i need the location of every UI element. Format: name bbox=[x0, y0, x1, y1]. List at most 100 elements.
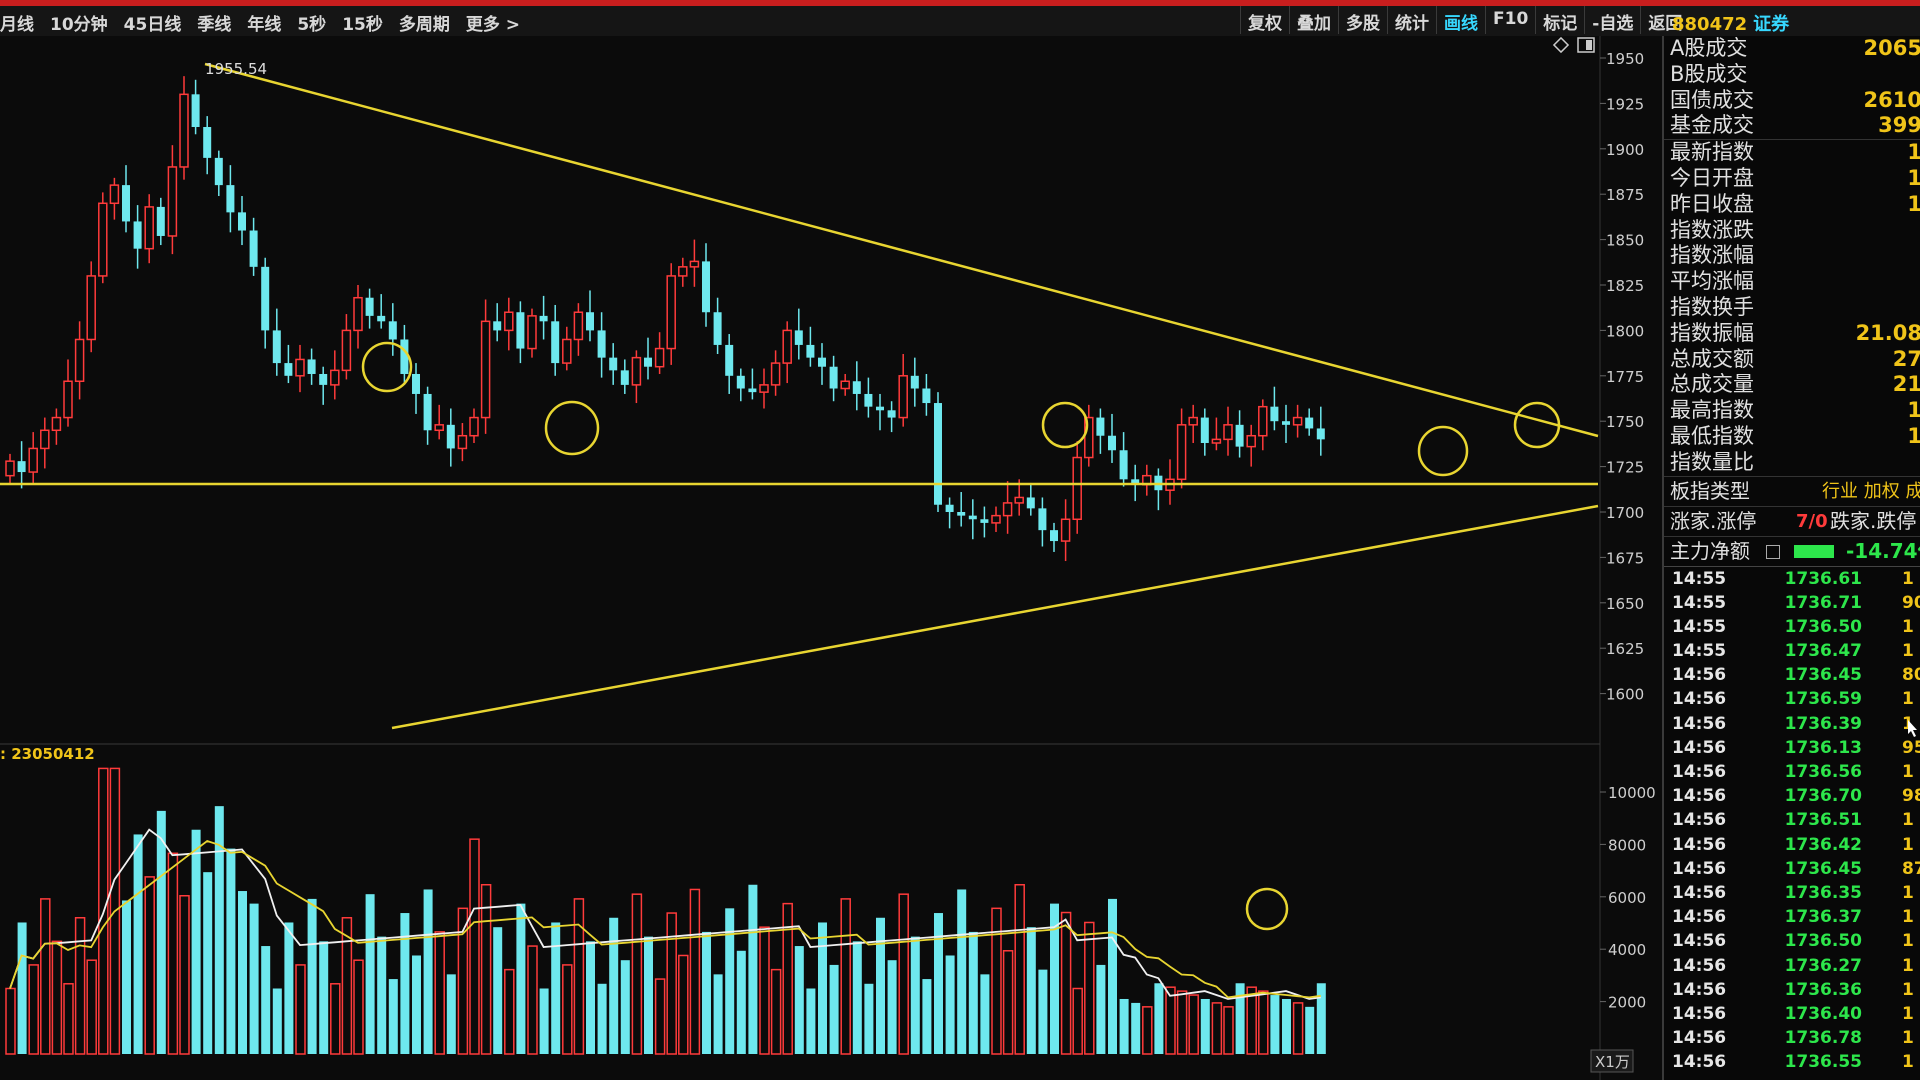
drawn-circle[interactable] bbox=[544, 400, 600, 456]
tick-volume: 1 bbox=[1902, 931, 1914, 952]
tick-time: 14:56 bbox=[1672, 979, 1727, 1000]
volume-bar bbox=[284, 922, 294, 1054]
period-tab-4[interactable]: 年线 bbox=[247, 15, 282, 35]
tool-button-2[interactable]: 多股 bbox=[1338, 6, 1387, 34]
volume-bar bbox=[457, 907, 469, 1055]
tick-time: 14:56 bbox=[1672, 737, 1727, 758]
period-tab-3[interactable]: 季线 bbox=[197, 15, 232, 35]
volume-bar bbox=[1246, 986, 1257, 1055]
price-tick-label: 1800 bbox=[1606, 322, 1644, 340]
info-label: 总成交额 bbox=[1670, 346, 1754, 371]
info-row: 指数量比 bbox=[1664, 450, 1920, 476]
info-label: 昨日收盘 bbox=[1670, 191, 1754, 216]
volume-bar bbox=[1072, 987, 1083, 1055]
tick-time: 14:56 bbox=[1672, 1052, 1727, 1073]
volume-bar bbox=[1038, 969, 1048, 1054]
calendar-icon[interactable] bbox=[1766, 544, 1780, 559]
board-type-row: 板指类型 行业 加权 成 bbox=[1664, 475, 1920, 506]
lower-trendline[interactable] bbox=[391, 504, 1599, 730]
volume-bar bbox=[480, 883, 492, 1055]
candle bbox=[133, 205, 142, 269]
tool-button-0[interactable]: 复权 bbox=[1240, 6, 1289, 34]
candle bbox=[991, 506, 1001, 532]
volume-bar bbox=[1270, 995, 1280, 1054]
info-label: 最高指数 bbox=[1670, 398, 1754, 423]
volume-unit-box bbox=[1590, 1049, 1634, 1073]
tick-row: 14:55 1736.47 1 bbox=[1664, 639, 1920, 663]
period-tab-5[interactable]: 5秒 bbox=[297, 15, 327, 35]
tick-volume: 1 bbox=[1902, 616, 1914, 637]
info-row: 最低指数 1 bbox=[1664, 424, 1920, 450]
tick-list[interactable]: 14:551736.61114:551736.719014:551736.501… bbox=[1664, 565, 1920, 1075]
candle bbox=[1305, 408, 1314, 436]
tick-price: 1736.13 bbox=[1784, 737, 1862, 758]
info-row: A股成交 2065 bbox=[1664, 36, 1920, 62]
tick-time: 14:55 bbox=[1672, 568, 1727, 589]
diamond-icon[interactable] bbox=[1552, 36, 1570, 54]
tool-button-8[interactable]: 返回 bbox=[1640, 6, 1689, 34]
tick-volume: 1 bbox=[1902, 979, 1914, 1000]
kline-chart-area[interactable]: 1950 1925 1900 1875 1850 1825 1800 1775 1750 1725… bbox=[0, 36, 1662, 1080]
tick-volume: 1 bbox=[1902, 955, 1914, 976]
tick-row: 14:55 1736.50 1 bbox=[1664, 615, 1920, 639]
period-tabs: 月线 10分钟 45日线 季线 年线 5秒 15秒 多周期 更多 > bbox=[0, 10, 536, 35]
volume-tick-label: 6000 bbox=[1608, 889, 1646, 907]
tick-time: 14:56 bbox=[1672, 834, 1727, 855]
upper-trendline[interactable] bbox=[204, 62, 1599, 438]
volume-bar bbox=[1014, 883, 1025, 1055]
tool-button-4[interactable]: 画线 bbox=[1436, 6, 1485, 34]
candle bbox=[423, 386, 432, 445]
volume-bar bbox=[1131, 1002, 1141, 1054]
period-tab-0[interactable]: 月线 bbox=[0, 15, 34, 35]
drawn-circle[interactable] bbox=[1417, 425, 1469, 477]
tool-button-3[interactable]: 统计 bbox=[1387, 6, 1436, 34]
drawn-circle[interactable] bbox=[361, 341, 413, 393]
volume-bar bbox=[469, 838, 480, 1055]
info-label: 指数涨幅 bbox=[1670, 243, 1754, 268]
volume-bar bbox=[191, 829, 201, 1054]
tool-button-5[interactable]: F10 bbox=[1485, 6, 1535, 34]
drawn-circle[interactable] bbox=[1513, 401, 1561, 449]
tick-price: 1736.78 bbox=[1784, 1028, 1862, 1049]
candle bbox=[238, 196, 246, 246]
candle bbox=[1211, 417, 1222, 451]
volume-bar bbox=[40, 898, 51, 1055]
tick-volume: 1 bbox=[1902, 1052, 1914, 1073]
candle bbox=[654, 332, 665, 374]
info-row: 指数振幅 21.08 bbox=[1664, 321, 1920, 347]
period-tab-2[interactable]: 45日线 bbox=[123, 15, 182, 35]
volume-bar bbox=[666, 912, 677, 1055]
candle bbox=[806, 326, 815, 367]
tool-button-1[interactable]: 叠加 bbox=[1289, 6, 1338, 34]
tick-row: 14:56 1736.51 1 bbox=[1664, 808, 1920, 832]
volume-bar bbox=[562, 964, 573, 1055]
period-tab-6[interactable]: 15秒 bbox=[342, 15, 383, 35]
tick-row: 14:56 1736.45 87 bbox=[1664, 857, 1920, 881]
volume-bar bbox=[86, 959, 97, 1055]
volume-bar bbox=[388, 979, 398, 1054]
volume-bar bbox=[586, 941, 595, 1054]
volume-bar bbox=[1200, 998, 1210, 1054]
period-tab-1[interactable]: 10分钟 bbox=[50, 15, 108, 35]
chart-background bbox=[0, 36, 1662, 1080]
tool-button-6[interactable]: 标记 bbox=[1535, 6, 1584, 34]
volume-bar bbox=[63, 983, 74, 1055]
panel-toggle-icon[interactable] bbox=[1577, 37, 1595, 53]
candle bbox=[1026, 482, 1035, 516]
info-row: 最高指数 1 bbox=[1664, 398, 1920, 424]
volume-bar bbox=[1211, 1002, 1223, 1055]
candle bbox=[1038, 497, 1047, 547]
tick-time: 14:56 bbox=[1672, 858, 1727, 879]
candle bbox=[284, 344, 293, 384]
period-tab-8[interactable]: 更多 > bbox=[465, 15, 521, 35]
candle bbox=[1060, 499, 1071, 562]
info-label: B股成交 bbox=[1670, 61, 1748, 86]
board-type-label: 板指类型 bbox=[1670, 478, 1750, 503]
period-tab-7[interactable]: 多周期 bbox=[398, 15, 450, 35]
tool-button-7[interactable]: -自选 bbox=[1584, 6, 1640, 34]
drawn-circle[interactable] bbox=[1041, 401, 1089, 449]
candle bbox=[40, 417, 50, 469]
price-tick-label: 1950 bbox=[1606, 50, 1644, 68]
drawn-circle[interactable] bbox=[1245, 887, 1289, 931]
tick-row: 14:56 1736.45 80 bbox=[1664, 663, 1920, 687]
